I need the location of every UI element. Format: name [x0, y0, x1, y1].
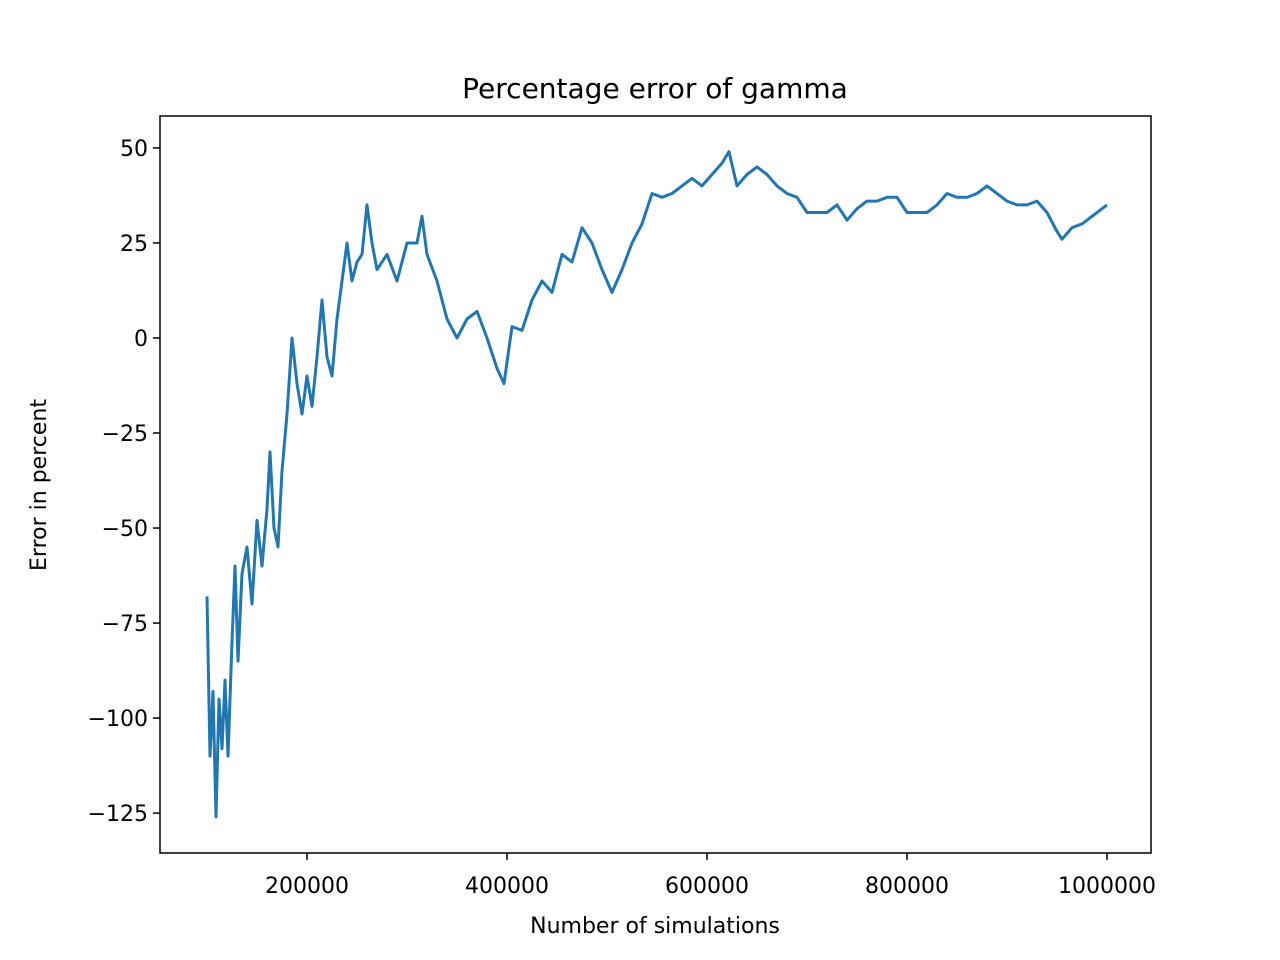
- y-tick-label: −125: [88, 802, 148, 827]
- y-tick-label: −100: [88, 707, 148, 732]
- x-tick-label: 1000000: [1058, 874, 1156, 899]
- plot-frame: [159, 115, 1152, 854]
- chart-title: Percentage error of gamma: [462, 72, 848, 105]
- x-axis-label: Number of simulations: [530, 914, 780, 939]
- x-tick-label: 600000: [665, 874, 749, 899]
- y-tick-label: 50: [120, 137, 148, 162]
- y-tick-label: 25: [120, 232, 148, 257]
- y-tick-label: −25: [102, 422, 148, 447]
- x-tick-label: 800000: [865, 874, 949, 899]
- data-line: [205, 150, 1108, 819]
- x-tick-label: 200000: [265, 874, 349, 899]
- y-tick-label: −50: [102, 517, 148, 542]
- y-tick-label: −75: [102, 612, 148, 637]
- x-tick-label: 400000: [465, 874, 549, 899]
- y-tick-label: 0: [134, 327, 148, 352]
- y-axis-label: Error in percent: [27, 399, 52, 571]
